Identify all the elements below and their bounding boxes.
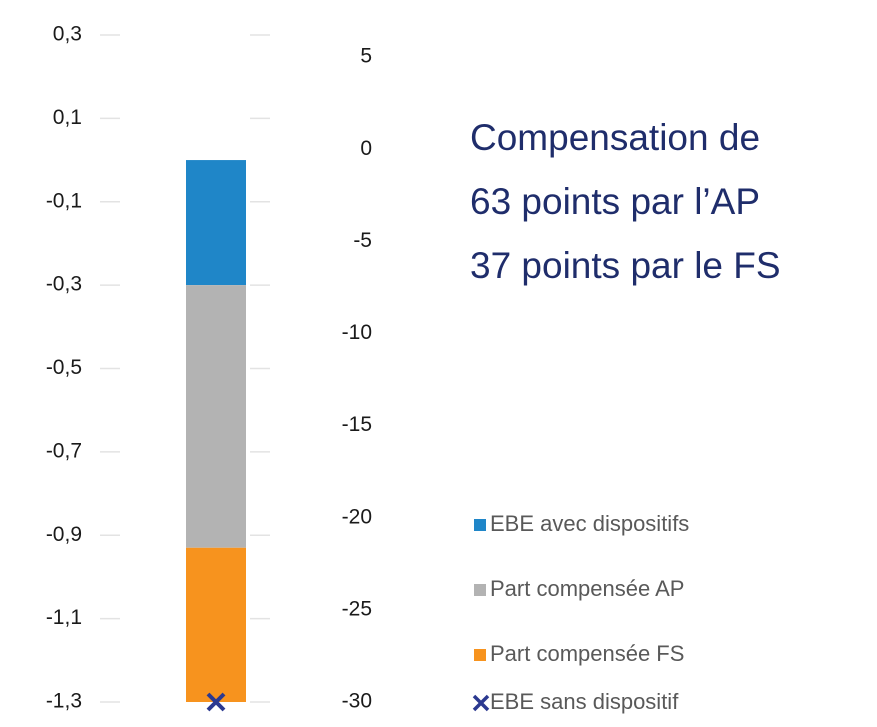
y-tick-label: -0,3 [46,273,82,296]
y2-tick-label: -25 [342,597,372,620]
legend-label: Part compensée FS [490,641,684,666]
annotation: Compensation de [470,117,760,158]
bar-segment [186,547,246,702]
y-tick-label: -0,9 [46,523,82,546]
y2-tick-label: 0 [360,137,372,160]
bar-segment [186,285,246,548]
marker [206,692,226,712]
y2-tick-label: -5 [353,229,372,252]
legend-marker [472,694,490,712]
y2-tick-label: -20 [342,505,372,528]
y2-tick-label: -15 [342,413,372,436]
y-tick-label: -1,3 [46,690,82,713]
y-tick-label: -0,5 [46,356,82,379]
legend-swatch [474,649,486,661]
y-tick-label: -0,7 [46,439,82,462]
y-tick-label: -0,1 [46,189,82,212]
legend-label: EBE sans dispositif [490,689,679,714]
annotation: 37 points par le FS [470,245,781,286]
y-tick-label: 0,1 [53,106,82,129]
legend-label: Part compensée AP [490,576,684,601]
y2-tick-label: -10 [342,321,372,344]
annotation: 63 points par l’AP [470,181,760,222]
legend-label: EBE avec dispositifs [490,511,689,536]
y2-tick-label: -30 [342,690,372,713]
y-tick-label: 0,3 [53,23,82,46]
y-tick-label: -1,1 [46,606,82,629]
legend-swatch [474,584,486,596]
y2-tick-label: 5 [360,45,372,68]
bar-segment [186,160,246,286]
legend-swatch [474,519,486,531]
